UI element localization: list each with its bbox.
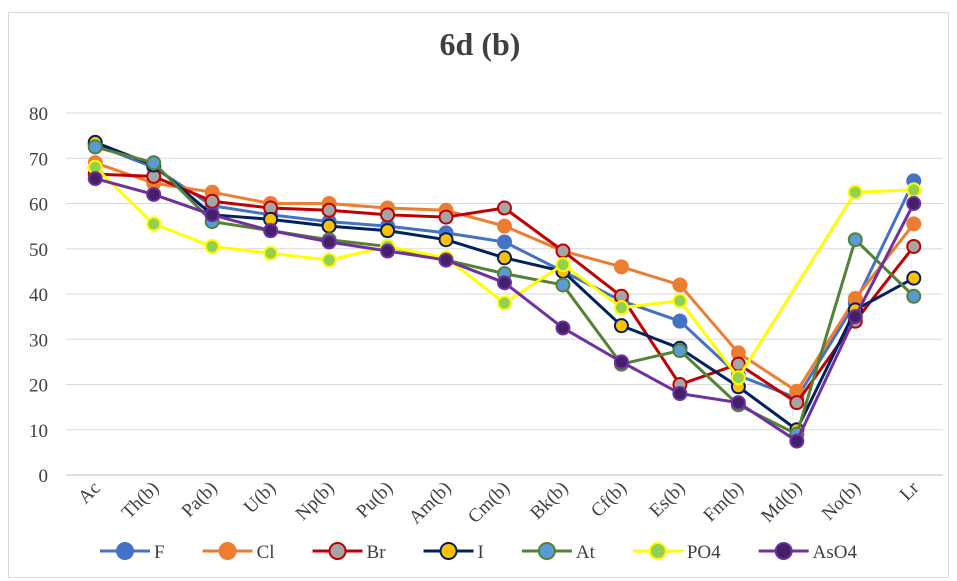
legend-marker — [328, 542, 347, 560]
data-point — [613, 259, 629, 275]
data-point — [730, 370, 746, 386]
data-point — [87, 139, 103, 155]
data-point — [263, 223, 279, 239]
data-point — [497, 200, 512, 216]
y-tick-label: 40 — [29, 285, 48, 306]
data-point — [555, 277, 571, 293]
y-tick-label: 60 — [29, 195, 48, 216]
gap-connector — [737, 191, 857, 379]
data-point — [789, 395, 805, 411]
data-point — [789, 433, 805, 449]
data-point — [321, 252, 337, 268]
data-point — [906, 238, 922, 254]
data-point — [906, 288, 922, 304]
series-line — [94, 166, 740, 379]
legend-marker — [218, 542, 237, 560]
series-line — [855, 188, 914, 194]
data-point — [847, 309, 863, 325]
data-point — [497, 218, 512, 234]
y-tick-label: 10 — [29, 421, 48, 442]
chart-title: 6d (b) — [440, 26, 521, 62]
data-point — [204, 238, 220, 254]
legend-label: F — [154, 542, 165, 563]
data-point — [672, 277, 688, 293]
legend-marker — [116, 542, 134, 560]
data-point — [672, 313, 688, 329]
legend-label: PO4 — [687, 542, 721, 563]
data-point — [497, 275, 512, 291]
data-point — [380, 223, 396, 239]
data-point — [672, 386, 688, 402]
y-tick-label: 0 — [39, 466, 49, 487]
legend-label: Br — [367, 542, 387, 563]
series — [87, 166, 922, 411]
data-point — [263, 245, 279, 261]
data-point — [321, 234, 337, 250]
data-point — [438, 232, 454, 248]
data-point — [730, 395, 746, 411]
legend-label: I — [478, 542, 484, 563]
data-point — [906, 216, 922, 232]
data-point — [672, 343, 688, 359]
data-point — [906, 270, 922, 286]
legend-label: Cl — [257, 542, 275, 563]
data-point — [906, 196, 922, 211]
legend-marker — [648, 542, 667, 560]
data-point — [497, 250, 512, 266]
data-point — [613, 354, 629, 370]
data-point — [438, 209, 454, 225]
y-tick-label: 70 — [29, 149, 48, 170]
data-point — [847, 184, 863, 200]
series — [87, 171, 922, 449]
data-point — [321, 218, 337, 234]
y-tick-label: 20 — [29, 376, 48, 397]
data-point — [672, 293, 688, 309]
legend-label: AsO4 — [813, 542, 858, 563]
data-point — [380, 207, 396, 223]
data-point — [438, 252, 454, 268]
data-point — [321, 202, 337, 218]
legend-marker — [774, 542, 793, 560]
data-point — [497, 295, 512, 311]
data-point — [204, 207, 220, 223]
legend-marker — [537, 542, 556, 560]
y-tick-label: 30 — [29, 330, 48, 351]
y-tick-label: 50 — [29, 240, 48, 261]
data-point — [204, 193, 220, 209]
data-point — [146, 186, 162, 202]
data-point — [497, 234, 512, 250]
data-point — [613, 300, 629, 316]
data-point — [847, 232, 863, 248]
data-point — [906, 182, 922, 198]
legend-label: At — [576, 542, 596, 563]
legend-marker — [439, 542, 458, 560]
data-point — [613, 318, 629, 334]
data-point — [380, 243, 396, 259]
data-point — [555, 320, 571, 336]
data-point — [146, 155, 162, 171]
data-point — [555, 243, 571, 259]
y-tick-label: 80 — [29, 104, 48, 125]
data-point — [146, 216, 162, 232]
data-point — [555, 257, 571, 273]
data-point — [87, 171, 103, 187]
